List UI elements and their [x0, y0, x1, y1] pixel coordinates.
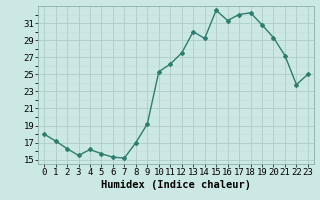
X-axis label: Humidex (Indice chaleur): Humidex (Indice chaleur) [101, 180, 251, 190]
